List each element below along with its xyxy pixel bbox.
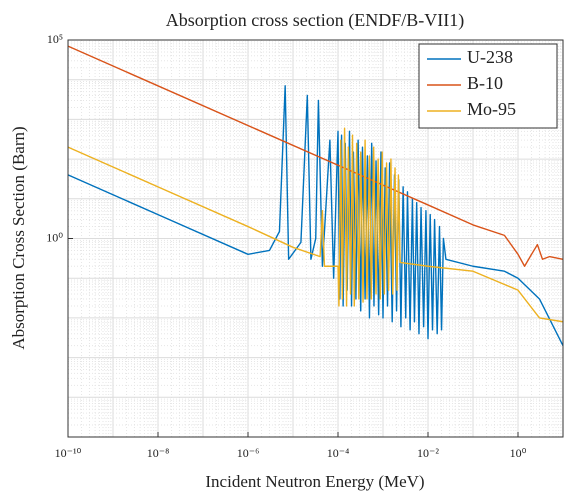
x-tick-label: 10⁻⁸	[147, 446, 170, 460]
x-tick-label: 10⁻¹⁰	[55, 446, 82, 460]
y-tick-label: 10⁰	[46, 230, 63, 244]
series-line	[67, 127, 564, 323]
x-axis-label: Incident Neutron Energy (MeV)	[205, 472, 424, 491]
y-tick-label: 10⁵	[47, 32, 63, 46]
legend-box	[418, 43, 558, 129]
legend-label: B-10	[467, 73, 503, 93]
chart-title: Absorption cross section (ENDF/B-VII1)	[166, 10, 464, 31]
axes-box	[67, 39, 564, 438]
legend-label: Mo-95	[467, 99, 516, 119]
x-tick-label: 10⁻²	[417, 446, 439, 460]
legend-label: U-238	[467, 47, 513, 67]
x-tick-label: 10⁻⁶	[237, 446, 260, 460]
x-tick-label: 10⁰	[510, 446, 527, 460]
x-tick-label: 10⁻⁴	[327, 446, 350, 460]
series-line	[67, 45, 564, 267]
y-axis-label: Absorption Cross Section (Barn)	[9, 126, 28, 349]
